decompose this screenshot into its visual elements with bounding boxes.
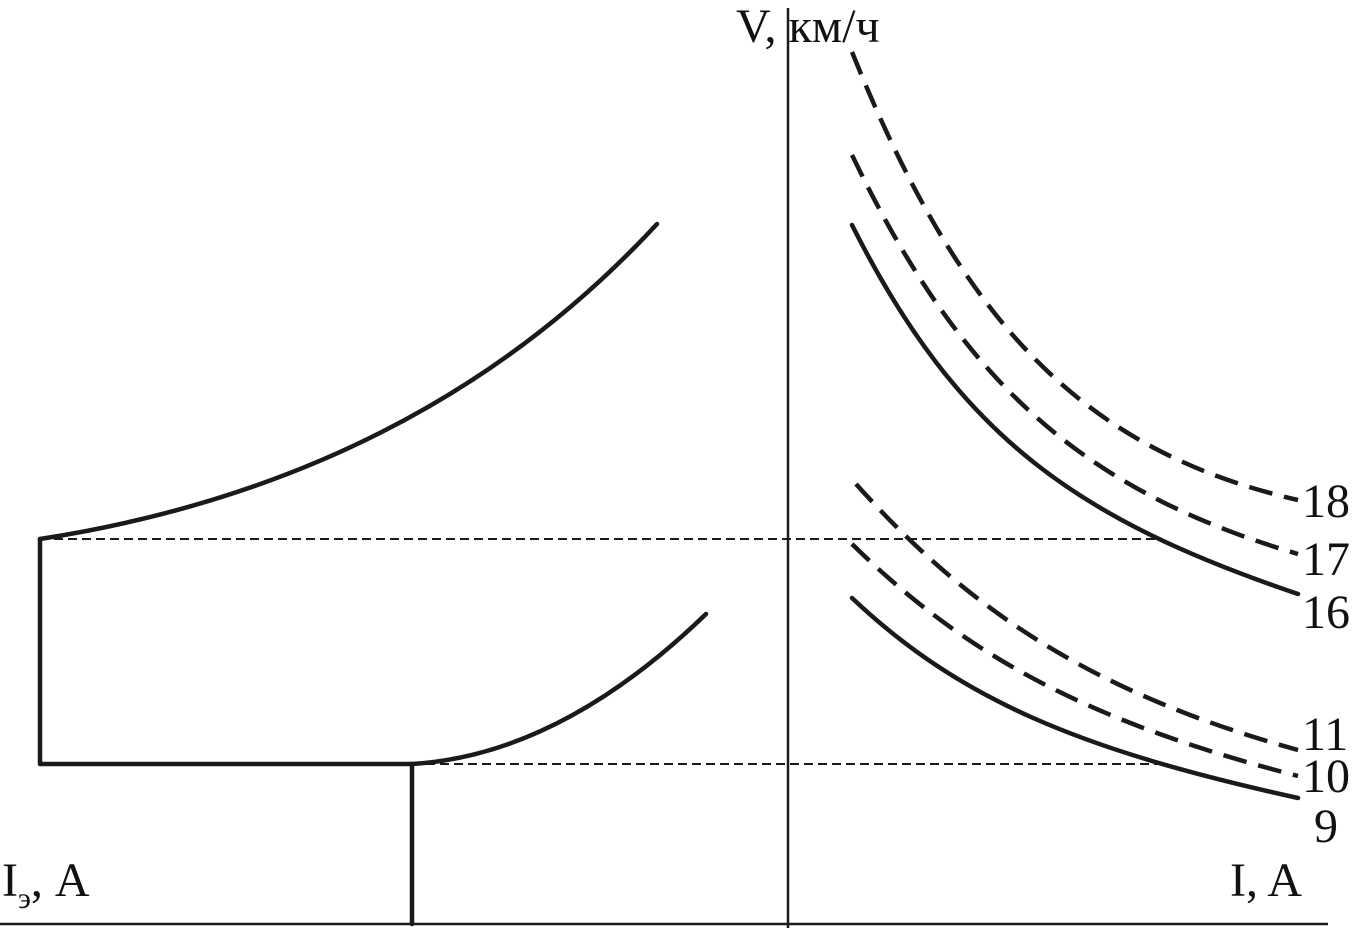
excitation-upper-curve xyxy=(37,221,660,542)
ie-axis-label: Iэ, A xyxy=(2,854,90,915)
excitation-lower-curve xyxy=(409,611,709,767)
i-axis-label: I, A xyxy=(1230,854,1302,907)
curve-label-10: 10 xyxy=(1302,750,1350,803)
curve-label-17: 17 xyxy=(1302,533,1350,586)
curve-16 xyxy=(849,222,1301,597)
curve-label-11: 11 xyxy=(1302,708,1348,761)
ie-axis-label-main: I xyxy=(2,854,18,907)
curve-10 xyxy=(850,542,1299,779)
ie-axis-label-sub: э xyxy=(18,882,31,915)
curve-label-9: 9 xyxy=(1314,800,1338,853)
curve-9 xyxy=(849,595,1301,801)
curve-18 xyxy=(849,51,1299,503)
curve-label-16: 16 xyxy=(1302,586,1350,639)
curve-label-18: 18 xyxy=(1302,475,1350,528)
curve-11 xyxy=(854,482,1299,753)
v-axis-label: V, км/ч xyxy=(736,0,880,53)
ie-axis-label-unit: , A xyxy=(31,854,90,907)
excitation-outline xyxy=(37,536,415,767)
